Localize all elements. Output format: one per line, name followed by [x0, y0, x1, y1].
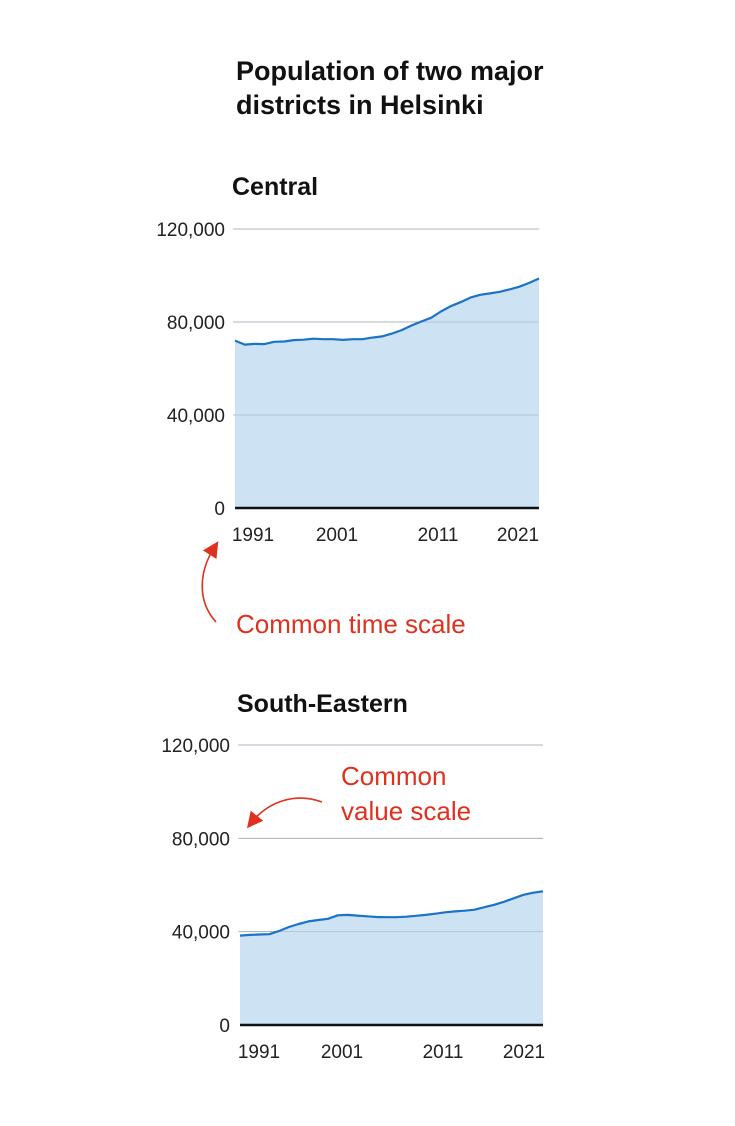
x-tick-label: 1991	[232, 525, 274, 546]
annotation-value-scale-line2: value scale	[341, 796, 471, 826]
chart-title: Population of two major districts in Hel…	[236, 56, 544, 120]
annotation-value-arrow	[246, 797, 323, 829]
y-tick-label: 80,000	[172, 829, 230, 850]
x-tick-label: 2011	[423, 1042, 464, 1063]
x-tick-label: 2011	[418, 525, 459, 546]
annotation-time-arrow	[201, 541, 219, 623]
annotation-time-scale: Common time scale	[236, 609, 466, 639]
x-tick-label: 2001	[316, 525, 358, 546]
y-tick-label: 80,000	[167, 313, 225, 334]
series-line	[239, 890, 544, 937]
x-tick-label: 1991	[238, 1042, 280, 1063]
y-tick-label: 40,000	[172, 923, 230, 944]
annotation-value-scale-line1: Common	[341, 761, 446, 791]
panel-title: South-Eastern	[237, 690, 408, 718]
area-fill	[235, 278, 539, 508]
x-tick-label: 2001	[321, 1042, 363, 1063]
y-tick-label: 0	[214, 499, 225, 520]
x-tick-label: 2021	[497, 525, 539, 546]
y-tick-label: 0	[219, 1016, 230, 1037]
panel-title: Central	[232, 173, 318, 201]
area-fill	[240, 891, 543, 1025]
x-tick-label: 2021	[503, 1042, 545, 1063]
series-line	[234, 277, 540, 346]
y-tick-label: 120,000	[156, 220, 225, 241]
y-tick-label: 40,000	[167, 406, 225, 427]
y-tick-label: 120,000	[161, 736, 230, 757]
